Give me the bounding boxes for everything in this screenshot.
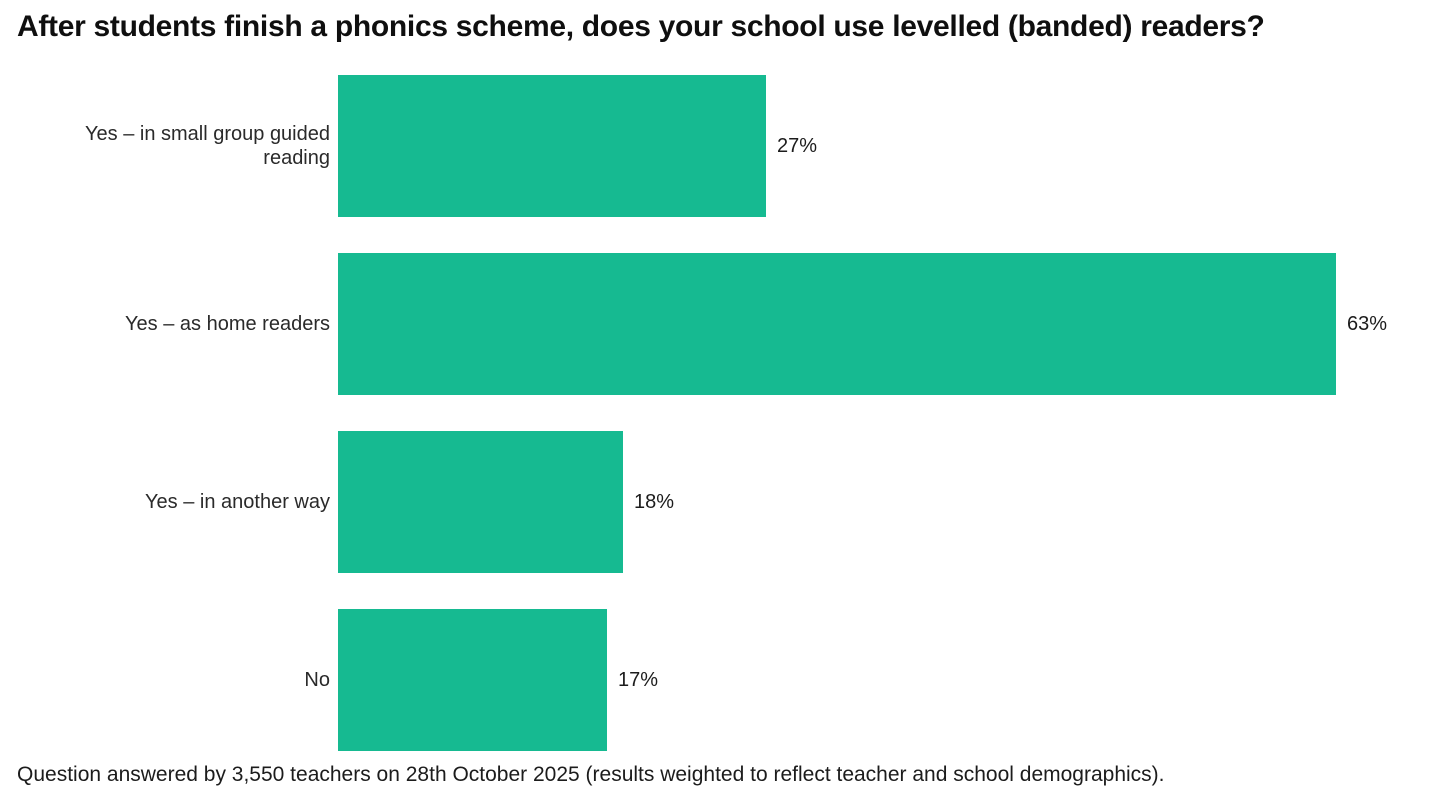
bar (338, 253, 1336, 395)
bar-track: 63% (338, 253, 1440, 395)
value-label: 27% (777, 134, 818, 157)
category-label: Yes – as home readers (125, 312, 330, 335)
value-label: 17% (618, 668, 659, 691)
chart-title: After students finish a phonics scheme, … (17, 10, 1265, 43)
category-label: Yes – in another way (145, 490, 330, 513)
bar (338, 609, 607, 751)
category-label: No (304, 668, 330, 691)
bar (338, 75, 766, 217)
bar-track: 17% (338, 609, 1440, 751)
bar-row: Yes – as home readers 63% (0, 253, 1440, 395)
bar-track: 27% (338, 75, 1440, 217)
bar (338, 431, 623, 573)
footer-note: Question answered by 3,550 teachers on 2… (17, 763, 1165, 786)
bar-chart: Yes – in small group guided reading 27% Ye… (0, 75, 1440, 787)
bar-track: 18% (338, 431, 1440, 573)
bar-row: No 17% (0, 609, 1440, 751)
category-label: Yes – in small group guided reading (85, 122, 330, 169)
bar-row: Yes – in small group guided reading 27% (0, 75, 1440, 217)
bar-row: Yes – in another way 18% (0, 431, 1440, 573)
value-label: 18% (634, 490, 675, 513)
value-label: 63% (1347, 312, 1388, 335)
